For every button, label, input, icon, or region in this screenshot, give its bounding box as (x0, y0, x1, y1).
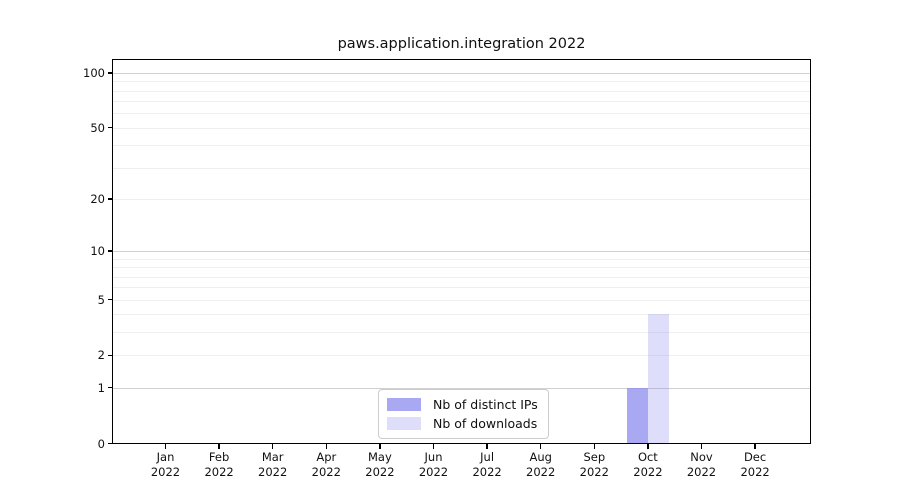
y-tick-label: 10 (90, 243, 105, 258)
x-tick-label: May 2022 (340, 450, 420, 480)
x-tick-month: Mar (261, 449, 284, 464)
x-tick-mark (432, 443, 435, 449)
bar-distinct-ips (626, 387, 648, 444)
x-tick-mark (486, 443, 488, 449)
legend-label-downloads: Nb of downloads (433, 416, 538, 431)
legend: Nb of distinct IPs Nb of downloads (378, 389, 549, 439)
minor-gridline (113, 314, 810, 316)
y-tick-mark (108, 250, 113, 252)
x-tick-mark (325, 443, 327, 449)
minor-gridline (113, 199, 810, 201)
minor-gridline (113, 287, 810, 289)
x-tick-month: Sep (583, 449, 606, 464)
bar-downloads (647, 314, 669, 444)
x-tick-label: Dec 2022 (715, 450, 795, 480)
y-tick-mark (108, 387, 113, 389)
minor-gridline (113, 145, 810, 147)
y-tick-mark (108, 298, 113, 301)
y-tick-mark (108, 127, 113, 129)
x-tick-month: Aug (529, 449, 552, 464)
minor-gridline (113, 113, 810, 115)
legend-item-distinct-ips: Nb of distinct IPs (387, 397, 538, 412)
x-tick-year: 2022 (472, 464, 502, 479)
legend-item-downloads: Nb of downloads (387, 416, 538, 431)
minor-gridline (113, 276, 810, 278)
x-tick-year: 2022 (258, 464, 288, 479)
y-tick-label: 20 (90, 192, 105, 207)
minor-gridline (113, 127, 810, 129)
y-tick-label: 1 (97, 380, 105, 395)
minor-gridline (113, 167, 810, 169)
x-tick-month: Nov (690, 449, 713, 464)
major-gridline (113, 250, 810, 252)
y-tick-label: 5 (97, 292, 105, 307)
x-tick-year: 2022 (526, 464, 556, 479)
minor-gridline (113, 101, 810, 103)
x-tick-mark (540, 443, 542, 449)
x-tick-year: 2022 (365, 464, 395, 479)
x-tick-month: Feb (208, 449, 230, 464)
x-tick-month: Jul (480, 449, 495, 464)
minor-gridline (113, 258, 810, 260)
x-tick-label: Sep 2022 (554, 450, 634, 480)
x-tick-label: Jun 2022 (394, 450, 474, 480)
x-tick-month: May (368, 449, 392, 464)
minor-gridline (113, 81, 810, 83)
x-tick-label: Apr 2022 (286, 450, 366, 480)
x-tick-month: Jan (156, 449, 175, 464)
x-tick-label: Nov 2022 (662, 450, 742, 480)
x-tick-mark (379, 443, 381, 449)
legend-swatch-distinct-ips (387, 398, 421, 411)
x-tick-year: 2022 (579, 464, 609, 479)
y-tick-mark (108, 442, 113, 445)
major-gridline (113, 387, 810, 389)
y-tick-mark (108, 198, 113, 200)
legend-swatch-downloads (387, 417, 421, 430)
minor-gridline (113, 299, 810, 301)
minor-gridline (113, 355, 810, 357)
x-tick-month: Apr (316, 449, 337, 464)
x-tick-mark (272, 443, 274, 449)
y-tick-mark (108, 72, 113, 74)
x-tick-mark (164, 443, 167, 449)
x-tick-month: Oct (637, 449, 658, 464)
y-tick-label: 100 (83, 65, 105, 80)
y-tick-label: 50 (90, 120, 105, 135)
x-tick-mark (593, 443, 595, 449)
x-tick-label: Aug 2022 (501, 450, 581, 480)
x-tick-mark (700, 443, 703, 449)
x-tick-year: 2022 (418, 464, 449, 479)
minor-gridline (113, 90, 810, 92)
x-tick-year: 2022 (740, 464, 770, 479)
minor-gridline (113, 267, 810, 269)
x-tick-mark (647, 443, 649, 449)
x-tick-year: 2022 (633, 464, 663, 479)
x-tick-label: Mar 2022 (233, 450, 313, 480)
x-tick-mark (218, 443, 220, 449)
x-tick-month: Jun (424, 449, 443, 464)
x-tick-label: Jan 2022 (126, 450, 206, 480)
x-tick-year: 2022 (686, 464, 717, 479)
x-tick-year: 2022 (150, 464, 181, 479)
x-tick-year: 2022 (204, 464, 234, 479)
x-tick-label: Feb 2022 (179, 450, 259, 480)
y-tick-label: 2 (97, 348, 105, 363)
y-tick-label: 0 (97, 436, 105, 451)
legend-label-distinct-ips: Nb of distinct IPs (433, 397, 538, 412)
y-tick-mark (108, 354, 113, 356)
chart-title: paws.application.integration 2022 (337, 36, 586, 52)
x-tick-month: Dec (743, 449, 767, 464)
x-tick-label: Oct 2022 (608, 450, 688, 480)
minor-gridline (113, 332, 810, 334)
x-tick-label: Jul 2022 (447, 450, 527, 480)
x-tick-mark (754, 443, 756, 449)
major-gridline (113, 72, 810, 74)
x-tick-year: 2022 (311, 464, 341, 479)
